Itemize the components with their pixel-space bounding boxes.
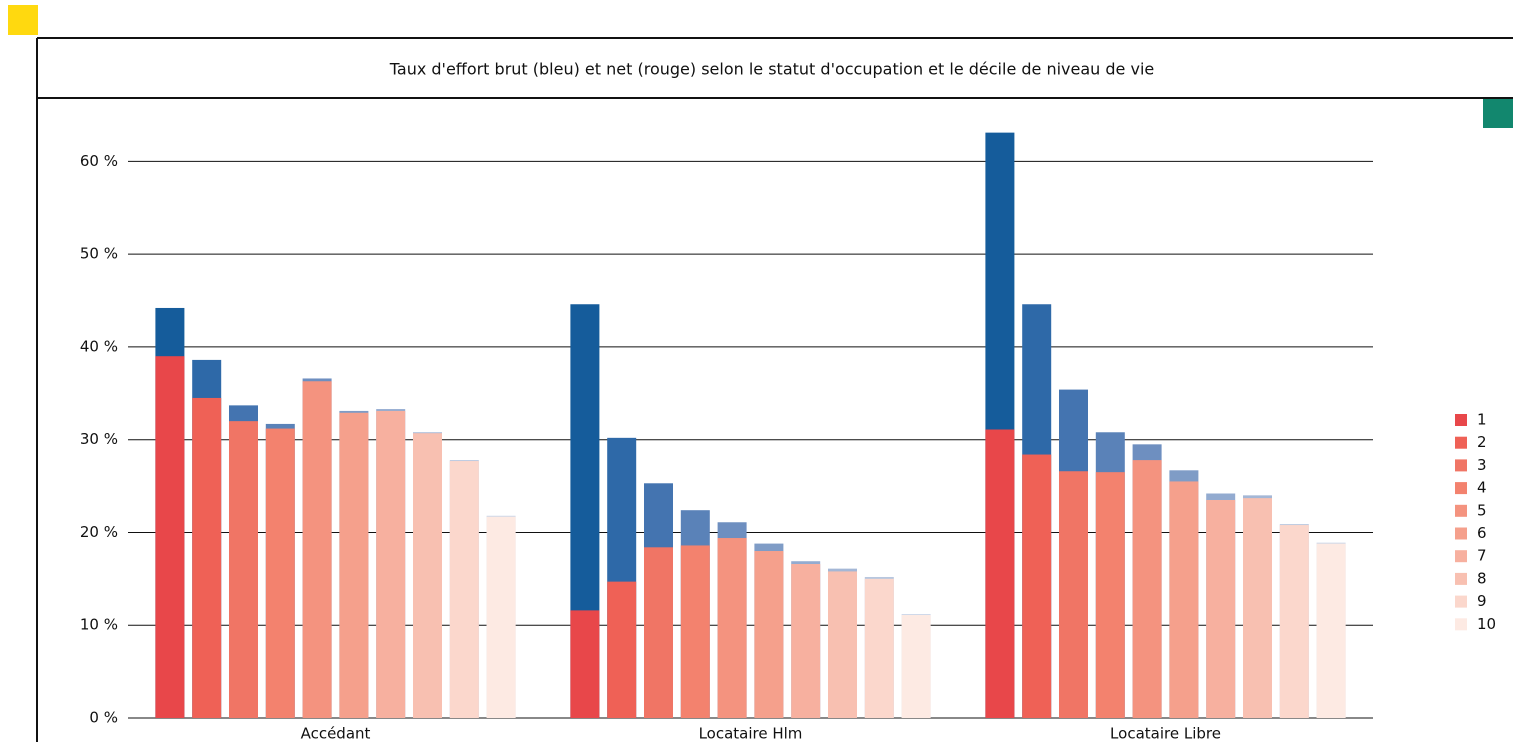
- x-tick-label: Locataire Libre: [1110, 725, 1221, 743]
- legend-swatch: [1455, 414, 1467, 426]
- legend-label: 10: [1477, 615, 1496, 633]
- net-bar: [1169, 481, 1199, 718]
- corner-mark: [1483, 98, 1513, 128]
- legend-label: 8: [1477, 569, 1487, 587]
- legend-swatch: [1455, 504, 1467, 517]
- net-bar: [680, 545, 710, 718]
- net-bar: [376, 410, 406, 718]
- net-bar: [486, 516, 516, 718]
- net-bar: [1022, 454, 1052, 718]
- legend-label: 7: [1477, 547, 1487, 565]
- chart-title: Taux d'effort brut (bleu) et net (rouge)…: [389, 60, 1154, 79]
- net-bar: [1243, 498, 1272, 718]
- legend-label: 4: [1477, 479, 1487, 497]
- y-tick-label: 30 %: [80, 430, 118, 448]
- net-bar: [449, 461, 479, 718]
- net-bar: [1206, 499, 1236, 718]
- net-bar: [985, 429, 1015, 718]
- net-bar: [607, 581, 637, 718]
- legend-label: 6: [1477, 524, 1487, 542]
- net-bar: [265, 428, 295, 718]
- legend-label: 1: [1477, 411, 1487, 429]
- legend-label: 3: [1477, 456, 1487, 474]
- y-tick-label: 10 %: [80, 616, 118, 634]
- legend-swatch: [1455, 618, 1467, 631]
- x-tick-label: Accédant: [301, 725, 371, 743]
- net-bar: [1132, 460, 1162, 718]
- legend-label: 9: [1477, 592, 1487, 610]
- net-bar: [570, 610, 600, 718]
- legend-label: 2: [1477, 433, 1487, 451]
- legend-label: 5: [1477, 501, 1487, 519]
- legend-swatch: [1455, 459, 1467, 472]
- net-bar: [302, 381, 332, 718]
- net-bar: [644, 547, 673, 718]
- x-tick-label: Locataire Hlm: [699, 725, 803, 743]
- corner-mark: [8, 5, 38, 35]
- net-bar: [1279, 525, 1309, 718]
- net-bar: [901, 615, 931, 718]
- y-tick-label: 20 %: [80, 523, 118, 541]
- legend-swatch: [1455, 482, 1467, 495]
- net-bar: [229, 421, 258, 718]
- net-bar: [828, 571, 857, 718]
- y-tick-label: 0 %: [89, 709, 118, 727]
- net-bar: [339, 412, 369, 718]
- net-bar: [192, 397, 222, 718]
- legend-swatch: [1455, 572, 1467, 585]
- legend-swatch: [1455, 550, 1467, 563]
- net-bar: [864, 578, 894, 718]
- legend-swatch: [1455, 436, 1467, 449]
- net-bar: [1059, 471, 1088, 718]
- y-tick-label: 50 %: [80, 245, 118, 263]
- net-bar: [754, 551, 784, 718]
- net-bar: [413, 433, 442, 718]
- y-tick-label: 60 %: [80, 152, 118, 170]
- net-bar: [717, 538, 747, 718]
- net-bar: [1095, 472, 1125, 718]
- net-bar: [1316, 543, 1346, 718]
- net-bar: [791, 564, 821, 718]
- legend-swatch: [1455, 527, 1467, 540]
- net-bar: [155, 356, 185, 718]
- legend-swatch: [1455, 595, 1467, 608]
- y-tick-label: 40 %: [80, 337, 118, 355]
